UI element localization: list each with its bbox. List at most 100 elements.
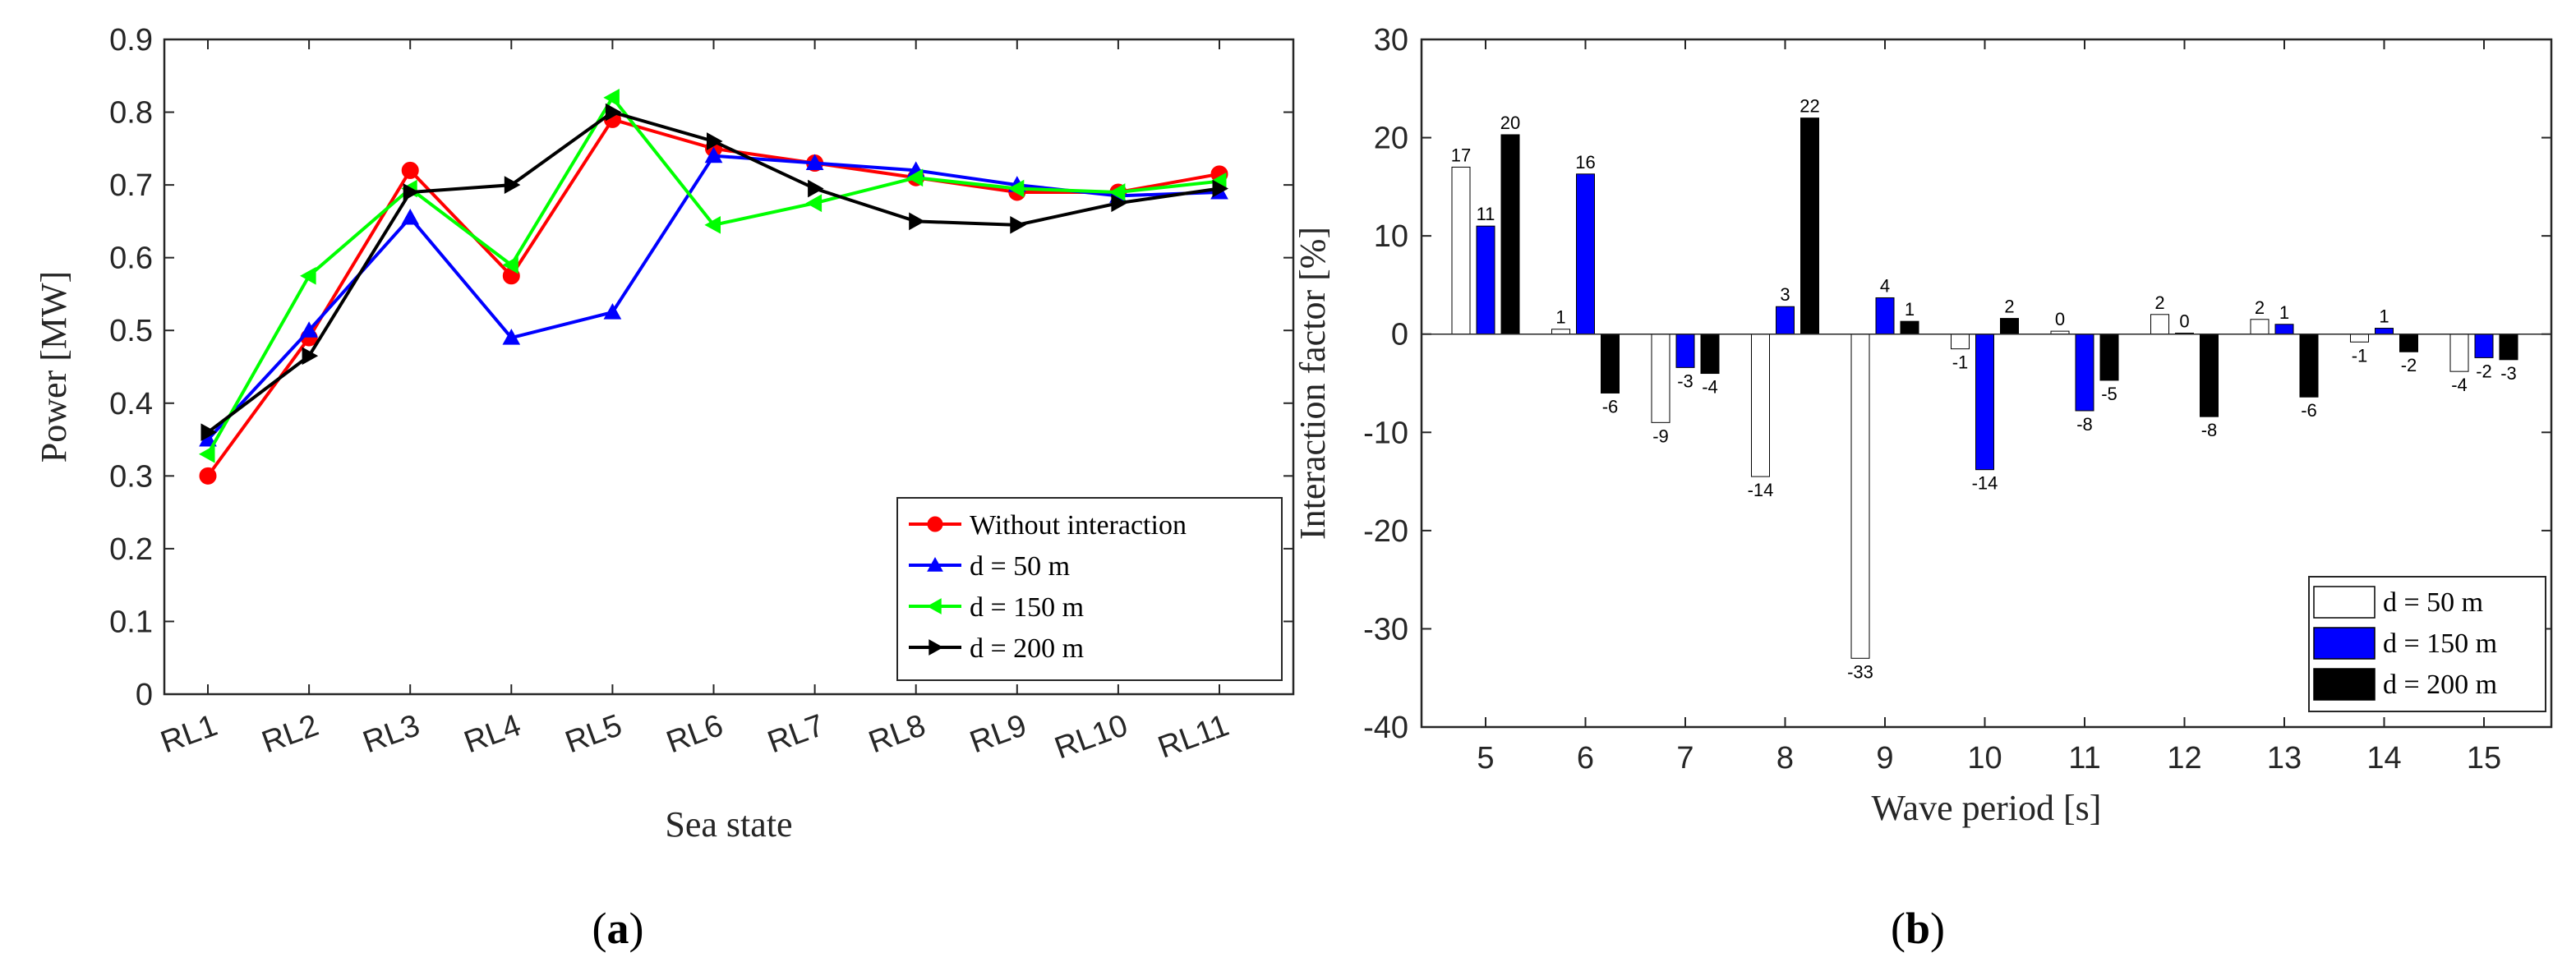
panel-letter-b: b: [1906, 904, 1930, 953]
series-line-3: [198, 88, 1227, 463]
bar-data-label: 0: [2055, 309, 2065, 329]
bar-data-label: 22: [1800, 96, 1819, 117]
legend-swatch: [2313, 668, 2376, 701]
bar-data-label: -2: [2401, 355, 2417, 375]
y-tick-label-a: 0.6: [109, 242, 153, 276]
marker-triangle-up: [300, 321, 318, 338]
marker-triangle-left: [198, 444, 215, 463]
y-tick-label-b: -20: [1363, 514, 1408, 549]
legend-a: [896, 497, 1283, 681]
bar-data-label: 1: [1905, 299, 1915, 320]
legend-label-b: d = 150 m: [2383, 628, 2497, 659]
marker-triangle-right: [504, 176, 521, 194]
marker-triangle-right: [403, 183, 420, 201]
x-tick-label-b: 14: [2366, 741, 2401, 776]
bar-data-label: 2: [2255, 297, 2265, 318]
bar-data-label: 1: [2379, 306, 2389, 327]
x-tick-label-b: 12: [2167, 741, 2201, 776]
bar-data-label: -8: [2076, 414, 2093, 435]
marker-triangle-up: [603, 303, 622, 320]
x-tick-label-b: 11: [2068, 741, 2100, 776]
bar: [1576, 173, 1595, 335]
x-tick-label-a: RL8: [864, 708, 930, 760]
bar: [1776, 306, 1795, 335]
x-tick-label-a: RL4: [459, 708, 525, 760]
bar-data-label: 1: [1555, 307, 1565, 328]
bar: [2350, 334, 2369, 343]
bar: [2200, 334, 2219, 417]
bar: [1951, 334, 1970, 350]
bar-data-label: -5: [2101, 384, 2117, 404]
bar: [2274, 324, 2294, 335]
bar: [2299, 334, 2319, 398]
svg-text:(a): (a): [592, 904, 644, 953]
legend-label-b: d = 50 m: [2383, 587, 2483, 618]
bar-data-label: 17: [1451, 145, 1471, 165]
bar-data-label: 2: [2154, 292, 2164, 313]
bar: [2000, 318, 2019, 335]
bar-data-label: -8: [2201, 420, 2218, 440]
y-tick-label-b: 20: [1374, 122, 1408, 156]
bar-data-label: -14: [1748, 480, 1774, 500]
bar-data-label: 11: [1477, 204, 1495, 224]
marker-triangle-right: [1010, 215, 1026, 234]
marker-circle: [199, 467, 217, 485]
marker-triangle-left: [906, 168, 924, 187]
legend-swatch: [2313, 627, 2376, 660]
bar-data-label: -4: [1702, 377, 1718, 398]
bar-data-label: 4: [1880, 275, 1890, 296]
bar-data-label: -4: [2451, 375, 2468, 395]
marker-triangle-left: [1108, 183, 1126, 201]
bar: [1700, 334, 1720, 375]
marker-triangle-up: [805, 154, 824, 171]
legend-label-a: Without interaction: [970, 510, 1187, 541]
marker-triangle-up: [704, 146, 723, 163]
legend-label-a: d = 50 m: [970, 551, 1070, 582]
marker-triangle-right: [1111, 194, 1127, 213]
bar-data-label: -6: [2301, 400, 2317, 421]
bar: [1850, 334, 1870, 659]
y-tick-label-b: 10: [1374, 219, 1408, 254]
x-tick-label-a: RL9: [965, 708, 1031, 760]
bar: [1476, 225, 1495, 335]
panel-label-b: (b): [1891, 904, 1945, 953]
marker-triangle-right: [929, 639, 944, 656]
bar: [2250, 319, 2270, 335]
marker-triangle-right: [1212, 179, 1229, 198]
bar: [1875, 297, 1895, 335]
marker-triangle-right: [909, 212, 925, 231]
bar: [1651, 334, 1670, 423]
chart-a: 0 0.1 0.2 0.3 0.4 0.5 0.6 0.7 0.8 0.9 RL1 RL2 RL3 RL4…: [34, 23, 1295, 845]
legend-label-a: d = 200 m: [970, 633, 1084, 664]
x-tick-label-b: 10: [1967, 741, 2002, 776]
bar-data-label: 1: [2279, 302, 2289, 323]
y-tick-label-a: 0.1: [109, 605, 153, 639]
panel-label-a: (a): [592, 904, 644, 953]
bar-data-label: -3: [1677, 371, 1694, 391]
bar-data-label: -6: [1602, 396, 1619, 417]
x-tick-label-a: RL6: [662, 708, 728, 760]
bar: [1975, 334, 1994, 471]
bar: [1900, 320, 1919, 335]
x-tick-label-b: 5: [1477, 741, 1494, 776]
marker-triangle-right: [200, 423, 218, 442]
bar-data-label: -1: [1952, 352, 1969, 373]
marker-triangle-left: [603, 88, 620, 107]
x-tick-label-b: 6: [1577, 741, 1594, 776]
marker-circle: [401, 161, 419, 179]
series-line-4: [200, 103, 1229, 442]
bar: [1551, 329, 1570, 335]
y-tick-label-b: 30: [1374, 23, 1408, 58]
y-tick-label-a: 0.5: [109, 314, 153, 348]
bar-data-label: -2: [2476, 361, 2492, 381]
y-tick-label-a: 0.2: [109, 532, 153, 567]
x-axis-label-a: Sea state: [665, 804, 792, 845]
bar: [2075, 334, 2094, 412]
bar-data-label: 16: [1575, 152, 1595, 173]
panel-letter-a: a: [607, 904, 629, 953]
bar-series-1: 171-9-14-33-102 2-1-4: [1451, 145, 2469, 682]
bar-data-label: -14: [1972, 473, 1998, 494]
